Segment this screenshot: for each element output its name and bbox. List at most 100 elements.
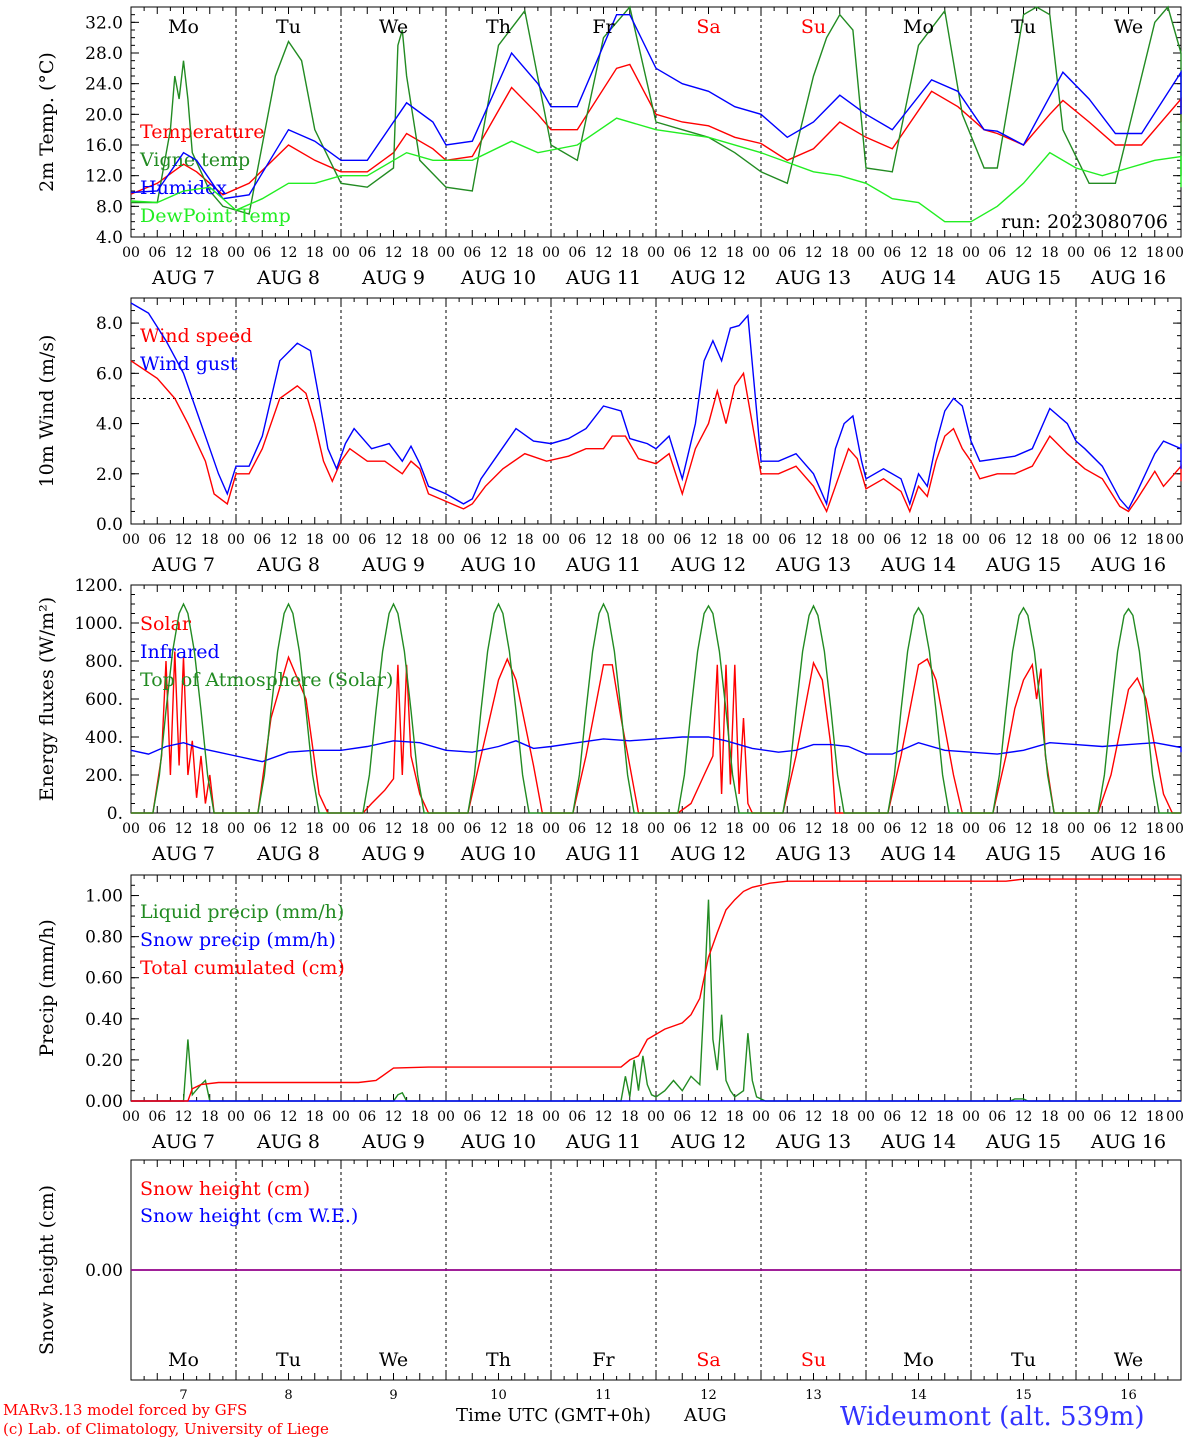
hour-tick-label: 18 bbox=[726, 245, 744, 261]
hour-tick-label: 18 bbox=[621, 1109, 639, 1125]
series-dewpoint-temp bbox=[130, 117, 1182, 223]
hour-tick-label: 18 bbox=[516, 1109, 534, 1125]
hour-tick-label: 00 bbox=[857, 532, 875, 548]
hour-tick-label: 18 bbox=[411, 245, 429, 261]
hour-tick-label: 00 bbox=[857, 821, 875, 837]
series-top-of-atmosphere-solar- bbox=[131, 602, 1181, 814]
hour-tick-label: 12 bbox=[910, 821, 928, 837]
y-tick-label: 32.0 bbox=[85, 13, 123, 33]
hour-tick-label: 00 bbox=[752, 532, 770, 548]
date-label: AUG 14 bbox=[880, 554, 956, 576]
y-tick-label: 16.0 bbox=[85, 136, 123, 156]
hour-tick-label: 06 bbox=[778, 532, 796, 548]
hour-tick-label: 18 bbox=[831, 532, 849, 548]
hour-tick-label: 18 bbox=[201, 532, 219, 548]
y-tick-label: 0.20 bbox=[85, 1051, 123, 1071]
hour-tick-label: 06 bbox=[778, 245, 796, 261]
date-label: AUG 8 bbox=[256, 843, 320, 865]
hour-tick-label: 18 bbox=[831, 245, 849, 261]
hour-tick-label: 18 bbox=[201, 245, 219, 261]
hour-tick-label: 18 bbox=[306, 1109, 324, 1125]
hour-tick-label: 00 bbox=[752, 1109, 770, 1125]
y-axis-label: 10m Wind (m/s) bbox=[36, 335, 58, 488]
hour-tick-label: 12 bbox=[175, 245, 193, 261]
y-tick-label: 12.0 bbox=[85, 167, 123, 187]
hour-tick-label: 06 bbox=[673, 821, 691, 837]
hour-tick-label: 12 bbox=[805, 1109, 823, 1125]
hour-tick-label: 12 bbox=[1120, 821, 1138, 837]
hour-tick-label: 18 bbox=[936, 1109, 954, 1125]
legend-entry: Snow precip (mm/h) bbox=[140, 929, 336, 951]
hour-tick-label: 00 bbox=[647, 532, 665, 548]
hour-tick-label: 00 bbox=[437, 245, 455, 261]
date-label: AUG 14 bbox=[880, 1131, 956, 1153]
hour-tick-label: 12 bbox=[1015, 532, 1033, 548]
date-label: AUG 8 bbox=[256, 267, 320, 289]
hour-tick-label: 06 bbox=[463, 532, 481, 548]
day-number-label: 8 bbox=[284, 1388, 292, 1403]
hour-tick-label: 18 bbox=[516, 821, 534, 837]
hour-tick-label: 18 bbox=[1041, 245, 1059, 261]
hour-tick-label: 06 bbox=[253, 821, 271, 837]
date-label: AUG 10 bbox=[460, 554, 536, 576]
date-label: AUG 9 bbox=[361, 843, 425, 865]
series-humidex bbox=[130, 13, 1182, 200]
hour-tick-label: 00 bbox=[647, 821, 665, 837]
hour-tick-label: 06 bbox=[1093, 821, 1111, 837]
day-number-label: 11 bbox=[595, 1388, 612, 1403]
hour-tick-label: 12 bbox=[1120, 532, 1138, 548]
hour-tick-label: 06 bbox=[253, 245, 271, 261]
date-label: AUG 16 bbox=[1090, 843, 1166, 865]
hour-tick-label: 12 bbox=[1120, 1109, 1138, 1125]
hour-tick-label: 06 bbox=[1093, 1109, 1111, 1125]
weekday-label: We bbox=[379, 16, 408, 38]
hour-tick-label: 18 bbox=[1041, 1109, 1059, 1125]
hour-tick-label: 06 bbox=[568, 1109, 586, 1125]
hour-tick-label: 18 bbox=[726, 821, 744, 837]
hour-tick-label: 18 bbox=[936, 532, 954, 548]
hour-tick-label: 00 bbox=[437, 532, 455, 548]
y-tick-label: 0.40 bbox=[85, 1010, 123, 1030]
y-tick-label: 28.0 bbox=[85, 44, 123, 64]
y-tick-label: 0.0 bbox=[96, 515, 123, 535]
hour-tick-label: 12 bbox=[595, 532, 613, 548]
date-label: AUG 12 bbox=[670, 554, 746, 576]
hour-tick-label: 18 bbox=[411, 1109, 429, 1125]
hour-tick-label: 06 bbox=[253, 1109, 271, 1125]
day-number-label: 12 bbox=[700, 1388, 717, 1403]
day-number-label: 15 bbox=[1015, 1388, 1032, 1403]
hour-tick-label: 00 bbox=[752, 821, 770, 837]
hour-tick-label: 00 bbox=[332, 821, 350, 837]
date-label: AUG 16 bbox=[1090, 267, 1166, 289]
hour-tick-label: 00 bbox=[227, 821, 245, 837]
hour-tick-label: 00 bbox=[542, 1109, 560, 1125]
hour-tick-label: 00 bbox=[122, 1109, 140, 1125]
date-label: AUG 10 bbox=[460, 1131, 536, 1153]
date-label: AUG 10 bbox=[460, 843, 536, 865]
hour-tick-label: 18 bbox=[1146, 821, 1164, 837]
date-label: AUG 8 bbox=[256, 1131, 320, 1153]
hour-tick-label: 18 bbox=[201, 821, 219, 837]
legend-entry: DewPoint Temp bbox=[140, 205, 291, 227]
hour-tick-label: 12 bbox=[175, 1109, 193, 1125]
date-label: AUG 15 bbox=[985, 554, 1061, 576]
weekday-label-bottom: Tu bbox=[276, 1349, 301, 1371]
y-tick-label: 0.80 bbox=[85, 928, 123, 948]
legend-entry: Top of Atmosphere (Solar) bbox=[140, 669, 393, 691]
date-label: AUG 15 bbox=[985, 1131, 1061, 1153]
hour-tick-label: 12 bbox=[280, 821, 298, 837]
y-tick-label: 2.0 bbox=[96, 465, 123, 485]
hour-tick-label: 12 bbox=[700, 532, 718, 548]
hour-tick-label: 06 bbox=[988, 532, 1006, 548]
hour-tick-label: 06 bbox=[673, 245, 691, 261]
hour-tick-label: 06 bbox=[883, 821, 901, 837]
x-axis-label: Time UTC (GMT+0h) bbox=[456, 1405, 651, 1426]
hour-tick-label: 12 bbox=[175, 821, 193, 837]
date-label: AUG 9 bbox=[361, 1131, 425, 1153]
hour-tick-label: 00 bbox=[962, 821, 980, 837]
y-tick-label: 8.0 bbox=[96, 197, 123, 217]
y-tick-label: 1.00 bbox=[85, 887, 123, 907]
hour-tick-label: 18 bbox=[516, 245, 534, 261]
hour-tick-label: 06 bbox=[1093, 532, 1111, 548]
